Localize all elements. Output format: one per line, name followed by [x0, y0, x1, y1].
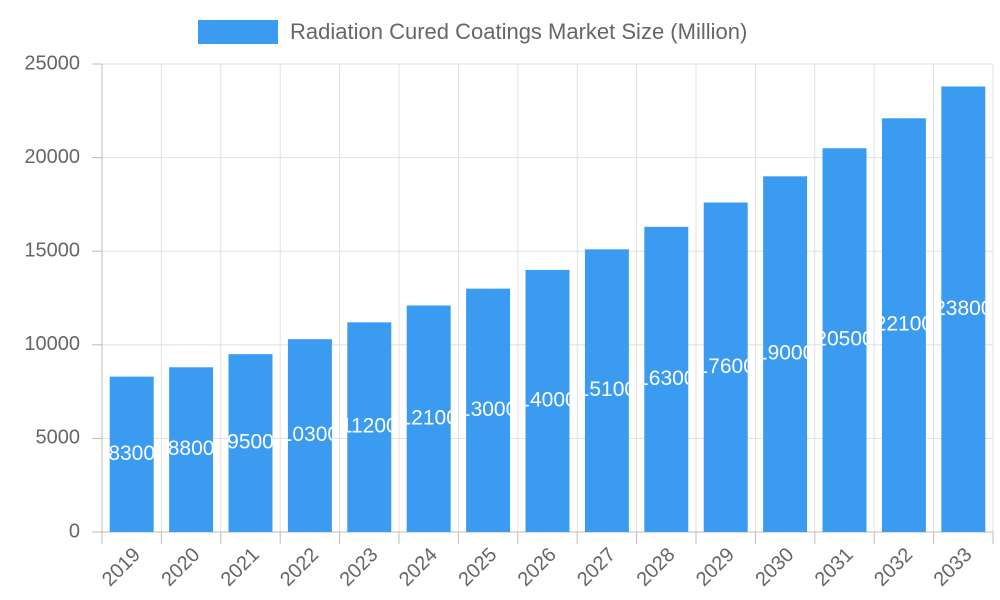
y-tick-label: 25000: [24, 52, 80, 74]
value-label: 8300: [108, 442, 155, 465]
x-tick-label: 2020: [157, 544, 204, 591]
x-tick-label: 2031: [811, 544, 858, 591]
value-label: 13000: [459, 398, 517, 421]
x-tick-label: 2023: [336, 544, 383, 591]
value-label: 9500: [227, 431, 274, 454]
x-tick-label: 2030: [751, 544, 798, 591]
x-tick-label: 2029: [692, 544, 739, 591]
x-tick-label: 2032: [870, 544, 917, 591]
bar: [347, 322, 392, 532]
value-label: 11200: [341, 415, 398, 438]
x-tick-label: 2022: [276, 544, 323, 591]
value-label: 15100: [578, 378, 636, 401]
bar: [644, 226, 689, 532]
y-tick-label: 10000: [24, 333, 80, 355]
value-label: 23800: [934, 297, 992, 320]
value-label: 16300: [637, 367, 695, 390]
value-label: 8800: [168, 437, 215, 460]
y-tick-label: 20000: [24, 146, 80, 168]
y-tick-label: 15000: [24, 239, 80, 261]
bar: [525, 269, 570, 532]
legend-swatch: [198, 20, 278, 44]
bar: [941, 86, 986, 533]
bar: [109, 376, 154, 532]
value-label: 17600: [696, 355, 754, 378]
y-tick-label: 0: [69, 520, 80, 542]
value-label: 10300: [281, 423, 339, 446]
bar: [466, 288, 511, 532]
x-tick-label: 2027: [573, 544, 620, 591]
value-label: 14000: [518, 389, 576, 412]
value-label: 19000: [756, 342, 814, 365]
x-tick-label: 2024: [395, 544, 442, 591]
legend-label: Radiation Cured Coatings Market Size (Mi…: [290, 19, 747, 44]
bar: [287, 339, 332, 532]
x-tick-label: 2019: [98, 544, 145, 591]
bar: [881, 118, 926, 533]
bar: [584, 249, 629, 532]
value-label: 12100: [399, 406, 457, 429]
y-tick-label: 5000: [36, 427, 81, 449]
x-tick-label: 2028: [633, 544, 680, 591]
bar: [822, 148, 867, 533]
x-tick-label: 2021: [217, 544, 264, 591]
value-label: 22100: [875, 313, 933, 336]
x-tick-label: 2026: [514, 544, 561, 591]
x-tick-label: 2033: [930, 544, 977, 591]
bar: [763, 176, 808, 532]
bar: [406, 305, 451, 532]
bar: [703, 202, 748, 532]
value-label: 20500: [815, 328, 873, 351]
x-tick-label: 2025: [454, 544, 501, 591]
bar: [169, 367, 214, 532]
bar: [228, 354, 273, 532]
